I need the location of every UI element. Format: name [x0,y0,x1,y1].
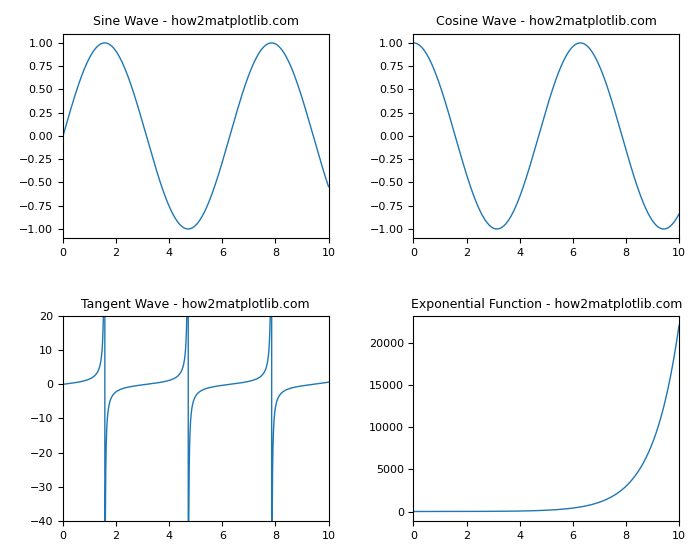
Title: Cosine Wave - how2matplotlib.com: Cosine Wave - how2matplotlib.com [436,15,657,28]
Title: Sine Wave - how2matplotlib.com: Sine Wave - how2matplotlib.com [93,15,299,28]
Title: Exponential Function - how2matplotlib.com: Exponential Function - how2matplotlib.co… [411,298,682,311]
Title: Tangent Wave - how2matplotlib.com: Tangent Wave - how2matplotlib.com [81,298,310,311]
